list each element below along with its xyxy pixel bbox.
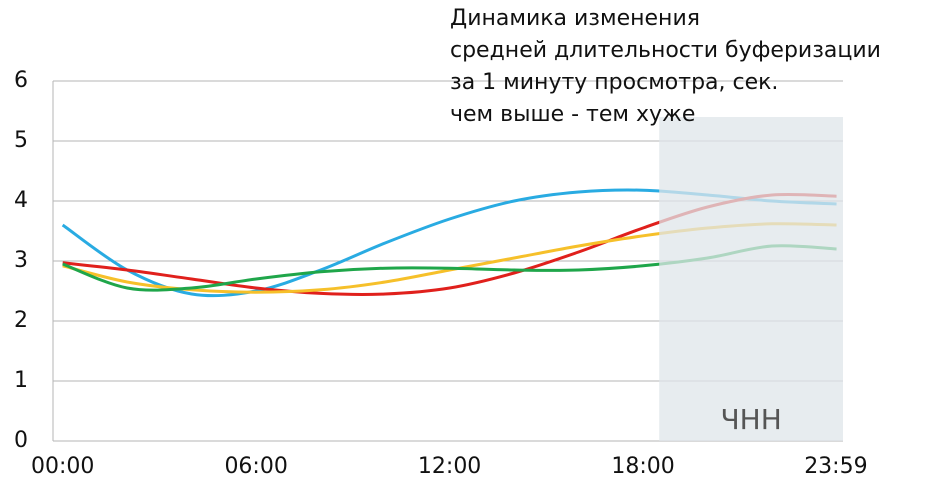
chart-title: чем выше - тем хуже [450, 102, 695, 127]
x-tick-label: 06:00 [224, 454, 287, 479]
y-tick-label: 1 [14, 368, 28, 393]
y-tick-label: 3 [14, 248, 28, 273]
x-tick-label: 23:59 [804, 454, 867, 479]
x-tick-label: 12:00 [418, 454, 481, 479]
x-tick-label: 18:00 [611, 454, 674, 479]
x-tick-label: 00:00 [31, 454, 94, 479]
y-tick-label: 0 [14, 428, 28, 453]
y-tick-label: 5 [14, 128, 28, 153]
y-tick-label: 4 [14, 188, 28, 213]
y-tick-label: 6 [14, 68, 28, 93]
chart-title: Динамика изменения [450, 6, 700, 31]
chart-title: за 1 минуту просмотра, сек. [450, 70, 778, 95]
chart-title: средней длительности буферизации [450, 38, 881, 63]
highlight-label: ЧНН [720, 403, 781, 436]
highlight-region [659, 117, 843, 441]
y-tick-label: 2 [14, 308, 28, 333]
